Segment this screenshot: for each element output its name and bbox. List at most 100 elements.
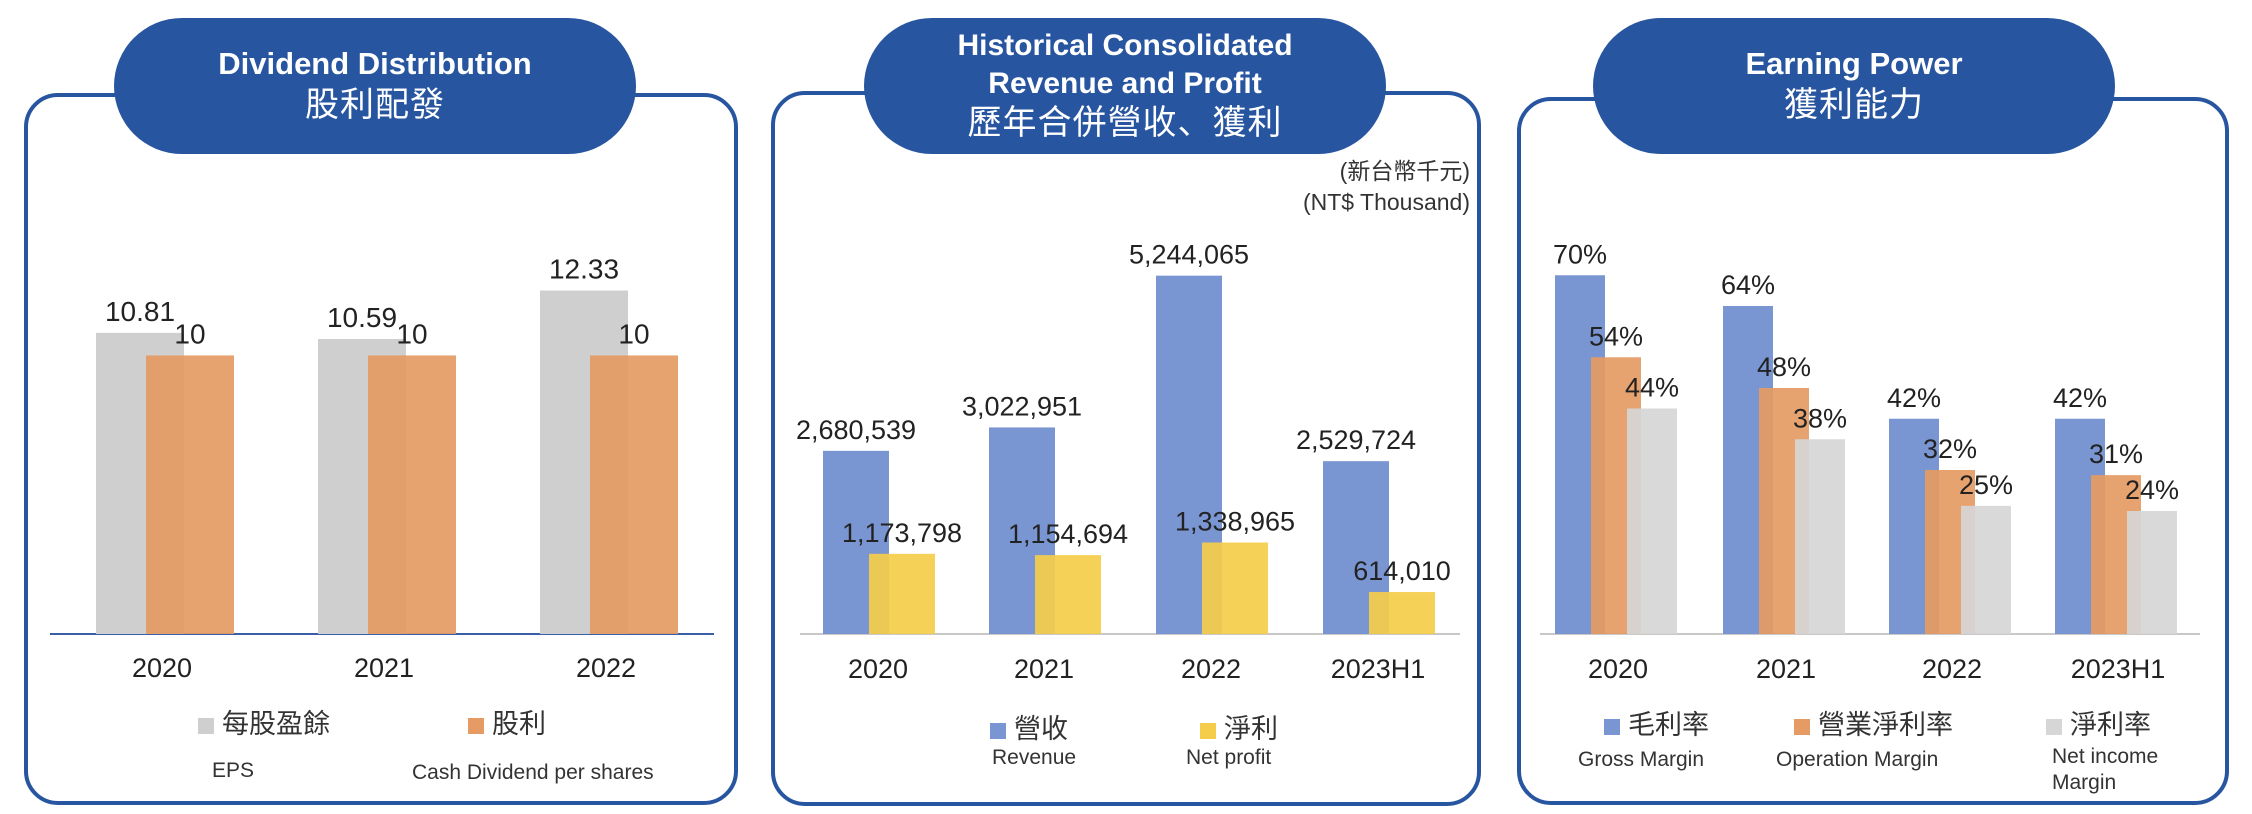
value-label-0-0-2: 12.33 xyxy=(549,254,619,285)
revenue-unit: (新台幣千元) (NT$ Thousand) xyxy=(1270,156,1470,218)
revenue-title-pill: Historical Consolidated Revenue and Prof… xyxy=(864,18,1386,154)
bar-1-1-1 xyxy=(1035,555,1101,634)
legend-revenue-en: Revenue xyxy=(992,745,1076,770)
legend-netincome-swatch xyxy=(2046,718,2062,735)
legend-netprofit: 淨利 xyxy=(1200,713,1278,745)
legend-operation: 營業淨利率 xyxy=(1794,709,1953,741)
legend-netprofit-en: Net profit xyxy=(1186,745,1271,770)
value-label-2-2-0: 44% xyxy=(1625,373,1679,403)
value-label-2-2-2: 25% xyxy=(1959,470,2013,500)
legend-dividend: 股利 xyxy=(468,708,546,740)
legend-dividend-label: 股利 xyxy=(492,709,546,739)
legend-operation-en-label: Operation Margin xyxy=(1776,748,1939,771)
legend-revenue-label: 營收 xyxy=(1014,714,1068,744)
legend-revenue-en-label: Revenue xyxy=(992,746,1077,769)
value-label-2-1-3: 31% xyxy=(2089,439,2143,469)
bar-0-1-0 xyxy=(146,355,234,634)
value-label-1-0-1: 3,022,951 xyxy=(962,391,1082,421)
dividend-title-pill: Dividend Distribution 股利配發 xyxy=(114,18,636,154)
value-label-2-0-0: 70% xyxy=(1553,239,1607,269)
value-label-1-1-0: 1,173,798 xyxy=(842,518,962,548)
bar-1-1-3 xyxy=(1369,592,1435,634)
category-label-1-1: 2021 xyxy=(1014,654,1074,684)
value-label-2-1-0: 54% xyxy=(1589,321,1643,351)
legend-eps-label: 每股盈餘 xyxy=(222,709,330,739)
dividend-title-zh: 股利配發 xyxy=(305,86,445,125)
value-label-0-1-0: 10 xyxy=(174,318,205,349)
revenue-unit-en: (NT$ Thousand) xyxy=(1302,189,1470,216)
bar-1-1-0 xyxy=(869,553,935,634)
category-label-0-0: 2020 xyxy=(132,653,192,683)
legend-gross-swatch xyxy=(1604,718,1620,735)
legend-dividend-en: Cash Dividend per shares xyxy=(412,760,654,785)
legend-eps-en: EPS xyxy=(212,758,254,783)
value-label-1-1-1: 1,154,694 xyxy=(1008,519,1128,549)
legend-netincome: 淨利率 xyxy=(2046,709,2151,741)
category-label-2-0: 2020 xyxy=(1588,654,1648,684)
earning-title-pill: Earning Power 獲利能力 xyxy=(1593,18,2115,154)
revenue-panel xyxy=(771,91,1481,806)
dividend-title-en: Dividend Distribution xyxy=(218,46,532,82)
legend-eps: 每股盈餘 xyxy=(198,708,330,740)
bar-2-2-1 xyxy=(1795,439,1845,634)
revenue-title-en-1: Historical Consolidated xyxy=(957,29,1293,63)
legend-gross: 毛利率 xyxy=(1604,709,1709,741)
earning-title-zh: 獲利能力 xyxy=(1784,86,1924,125)
earning-title-en: Earning Power xyxy=(1745,46,1963,82)
bar-0-1-2 xyxy=(590,355,678,634)
category-label-0-1: 2021 xyxy=(354,653,414,683)
value-label-2-0-1: 64% xyxy=(1721,270,1775,300)
category-label-2-2: 2022 xyxy=(1922,654,1982,684)
legend-netprofit-swatch xyxy=(1200,722,1216,739)
bar-2-2-0 xyxy=(1627,408,1677,634)
category-label-1-0: 2020 xyxy=(848,654,908,684)
legend-netprofit-en-label: Net profit xyxy=(1186,746,1272,769)
value-label-1-1-2: 1,338,965 xyxy=(1175,507,1295,537)
legend-netincome-label: 淨利率 xyxy=(2070,710,2151,740)
category-label-0-2: 2022 xyxy=(576,653,636,683)
value-label-1-1-3: 614,010 xyxy=(1353,556,1451,586)
value-label-2-0-2: 42% xyxy=(1887,383,1941,413)
value-label-1-0-3: 2,529,724 xyxy=(1296,425,1416,455)
category-label-2-3: 2023H1 xyxy=(2071,654,2166,684)
value-label-0-0-0: 10.81 xyxy=(105,296,175,327)
bar-2-2-2 xyxy=(1961,505,2011,634)
legend-revenue: 營收 xyxy=(990,713,1068,745)
legend-eps-swatch xyxy=(198,717,214,734)
bar-1-1-2 xyxy=(1202,542,1268,634)
value-label-2-0-3: 42% xyxy=(2053,383,2107,413)
legend-revenue-swatch xyxy=(990,722,1006,739)
value-label-1-0-0: 2,680,539 xyxy=(796,415,916,445)
value-label-2-2-3: 24% xyxy=(2125,475,2179,505)
value-label-0-1-1: 10 xyxy=(396,318,427,349)
category-label-1-2: 2022 xyxy=(1181,654,1241,684)
revenue-unit-zh: (新台幣千元) xyxy=(1339,158,1470,184)
legend-gross-en: Gross Margin xyxy=(1578,747,1704,772)
legend-netincome-en: Net income Margin xyxy=(2052,744,2172,797)
value-label-2-1-2: 32% xyxy=(1923,434,1977,464)
bar-0-1-1 xyxy=(368,355,456,634)
legend-netincome-en-label: Net income Margin xyxy=(2052,745,2159,795)
category-label-1-3: 2023H1 xyxy=(1331,654,1426,684)
legend-operation-label: 營業淨利率 xyxy=(1818,710,1953,740)
revenue-title-en-2: Revenue and Profit xyxy=(988,66,1262,100)
legend-gross-en-label: Gross Margin xyxy=(1578,748,1705,771)
value-label-1-0-2: 5,244,065 xyxy=(1129,240,1249,270)
legend-dividend-swatch xyxy=(468,717,484,734)
value-label-0-1-2: 10 xyxy=(618,318,649,349)
bar-2-2-3 xyxy=(2127,511,2177,634)
value-label-0-0-1: 10.59 xyxy=(327,302,397,333)
legend-eps-en-label: EPS xyxy=(212,759,255,782)
legend-dividend-en-label: Cash Dividend per shares xyxy=(412,761,654,784)
legend-netprofit-label: 淨利 xyxy=(1224,714,1278,744)
legend-operation-swatch xyxy=(1794,718,1810,735)
legend-gross-label: 毛利率 xyxy=(1628,710,1709,740)
value-label-2-1-1: 48% xyxy=(1757,352,1811,382)
legend-operation-en: Operation Margin xyxy=(1776,747,1938,772)
revenue-title-zh: 歷年合併營收、獲利 xyxy=(967,104,1283,143)
category-label-2-1: 2021 xyxy=(1756,654,1816,684)
value-label-2-2-1: 38% xyxy=(1793,403,1847,433)
